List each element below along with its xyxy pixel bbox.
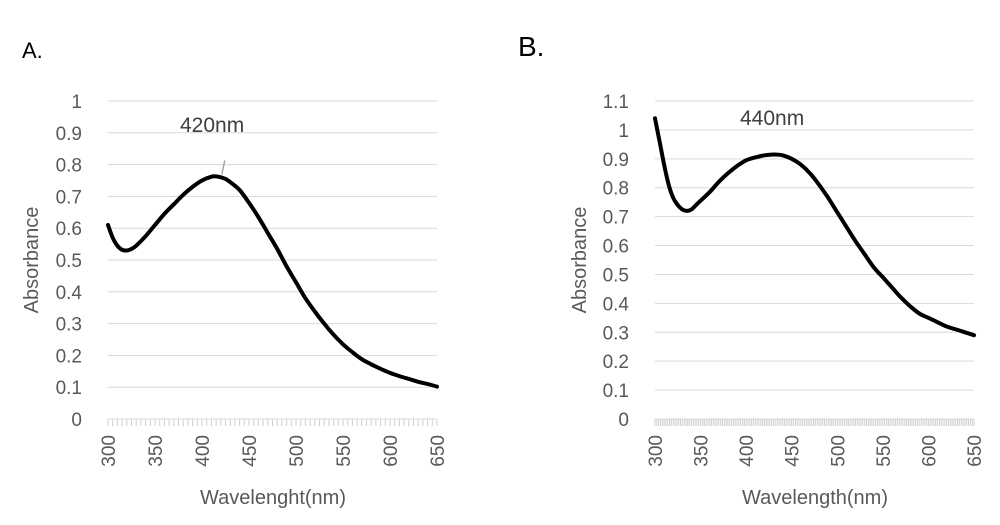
y-tick-label-b-7: 0.7 [603,208,629,229]
x-minor-ticks-b [654,419,975,426]
y-tick-label-a-6: 0.6 [56,219,82,240]
y-tick-label-a-10: 1 [71,92,82,113]
y-tick-label-b-6: 0.6 [603,237,629,258]
x-axis-title-a: Wavelenght(nm) [200,487,346,509]
x-minor-ticks-a [107,419,438,426]
y-tick-label-b-5: 0.5 [603,265,629,286]
x-tick-label-a-1: 350 [146,435,167,467]
y-axis-title-b: Absorbance [569,207,591,314]
peak-annotation-a: 420nm [180,114,244,137]
chart-panel-b: B. 00.10.20.30.40.50.60.70.80.911.1 300 3… [518,31,986,509]
peak-leader-line-a [221,160,226,175]
y-tick-label-a-4: 0.4 [56,283,83,304]
y-tick-label-a-8: 0.8 [56,156,82,177]
y-tick-labels-a: 0 0.1 0.2 0.3 0.4 0.5 0.6 0.7 0.8 0.9 1 [56,92,83,431]
y-tick-label-b-11: 1.1 [603,92,629,113]
y-tick-label-a-3: 0.3 [56,315,82,336]
y-tick-label-b-0: 0 [618,410,629,431]
y-tick-label-a-0: 0 [71,410,82,431]
panel-label-b: B. [518,31,544,62]
y-tick-label-b-8: 0.8 [603,179,629,200]
grid-lines-a [108,100,437,420]
x-tick-label-a-3: 450 [240,435,261,467]
x-tick-label-b-5: 550 [874,435,895,467]
y-tick-label-a-7: 0.7 [56,187,82,208]
x-tick-label-b-0: 300 [646,435,667,467]
chart-panel-a: A. 0 0.1 0.2 0.3 0.4 0.5 0.6 0.7 0.8 0.9 1 300 350 4… [21,38,449,509]
x-tick-label-b-1: 350 [692,435,713,467]
panel-label-a: A. [22,38,43,63]
y-axis-title-a: Absorbance [21,207,43,314]
x-tick-label-a-0: 300 [99,435,120,467]
y-tick-label-b-2: 0.2 [603,352,629,373]
x-tick-label-b-6: 600 [919,435,940,467]
y-tick-label-b-10: 1 [618,121,629,142]
x-tick-label-b-2: 400 [737,435,758,467]
y-tick-labels-b: 0 0.1 0.2 0.3 0.4 0.5 0.6 0.7 0.8 0.9 1 1.1 [603,92,630,431]
x-tick-label-a-5: 550 [334,435,355,467]
x-axis-title-b: Wavelength(nm) [742,487,888,509]
y-tick-label-a-9: 0.9 [56,124,82,145]
y-tick-label-a-1: 0.1 [56,378,82,399]
x-tick-label-a-6: 600 [381,435,402,467]
y-tick-label-a-2: 0.2 [56,346,82,367]
x-tick-label-a-2: 400 [193,435,214,467]
x-tick-label-a-4: 500 [287,435,308,467]
grid-lines-b [655,100,974,420]
x-tick-labels-a: 300 350 400 450 500 550 600 650 [99,435,449,467]
x-tick-labels-b: 300 350 400 450 500 550 600 650 [646,435,986,467]
x-tick-label-b-4: 500 [828,435,849,467]
y-tick-label-b-3: 0.3 [603,323,629,344]
y-tick-label-b-4: 0.4 [603,294,630,315]
x-minor-tick-marks-a [107,419,438,426]
x-tick-label-b-3: 450 [783,435,804,467]
x-tick-label-b-7: 650 [965,435,986,467]
peak-annotation-b: 440nm [740,107,804,130]
y-tick-label-b-1: 0.1 [603,381,629,402]
y-tick-label-a-5: 0.5 [56,251,82,272]
x-minor-tick-marks-b [654,419,975,426]
x-tick-label-a-7: 650 [428,435,449,467]
y-tick-label-b-9: 0.9 [603,150,629,171]
absorbance-line-b [653,116,976,338]
absorbance-line-a [106,174,439,389]
